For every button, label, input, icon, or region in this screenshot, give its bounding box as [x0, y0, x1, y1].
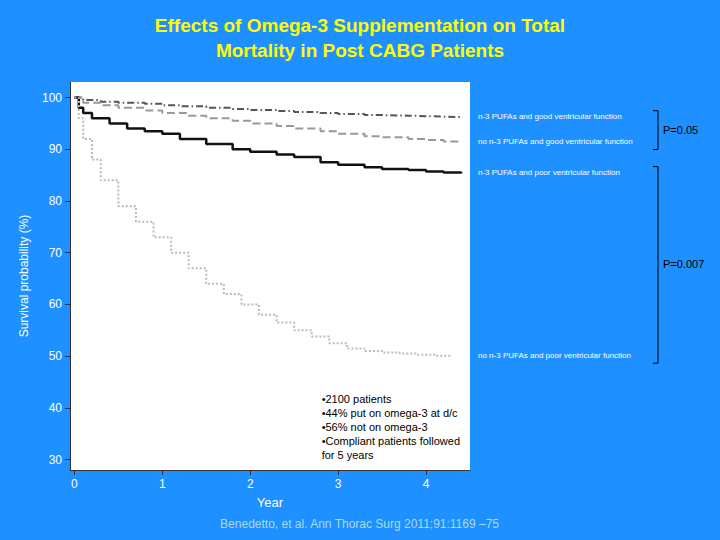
- svg-text:Benedetto, et al. Ann Thorac S: Benedetto, et al. Ann Thorac Surg 2011;9…: [220, 517, 499, 531]
- svg-text:•Compliant patients followed: •Compliant patients followed: [322, 435, 460, 447]
- svg-text:P=0.05: P=0.05: [663, 124, 698, 136]
- svg-text:40: 40: [49, 401, 63, 415]
- svg-text:no n-3 PUFAs and good ventricu: no n-3 PUFAs and good ventricular functi…: [478, 137, 633, 146]
- svg-text:n-3 PUFAs and good ventricular: n-3 PUFAs and good ventricular function: [478, 112, 622, 121]
- svg-text:90: 90: [49, 142, 63, 156]
- svg-text:4: 4: [423, 477, 430, 491]
- svg-text:Effects of Omega-3 Supplementa: Effects of Omega-3 Supplementation on To…: [155, 15, 565, 36]
- svg-text:P=0.007: P=0.007: [663, 258, 704, 270]
- svg-text:60: 60: [49, 297, 63, 311]
- svg-text:Year: Year: [257, 495, 284, 510]
- svg-text:2: 2: [247, 477, 254, 491]
- svg-text:for 5 years: for 5 years: [322, 449, 374, 461]
- svg-text:no n-3 PUFAs and poor ventricu: no n-3 PUFAs and poor ventricular functi…: [478, 351, 631, 360]
- svg-text:•2100 patients: •2100 patients: [322, 393, 392, 405]
- svg-text:•56% not on omega-3: •56% not on omega-3: [322, 421, 428, 433]
- svg-text:3: 3: [335, 477, 342, 491]
- svg-text:Survival probability (%): Survival probability (%): [17, 215, 31, 338]
- svg-text:50: 50: [49, 349, 63, 363]
- svg-text:80: 80: [49, 194, 63, 208]
- svg-text:70: 70: [49, 246, 63, 260]
- svg-text:n-3 PUFAs and poor ventricular: n-3 PUFAs and poor ventricular function: [478, 168, 620, 177]
- svg-text:30: 30: [49, 453, 63, 467]
- svg-text:Mortality in Post CABG Patient: Mortality in Post CABG Patients: [216, 40, 504, 61]
- svg-text:100: 100: [42, 91, 62, 105]
- svg-text:0: 0: [71, 477, 78, 491]
- svg-text:1: 1: [159, 477, 166, 491]
- svg-text:•44% put on omega-3 at d/c: •44% put on omega-3 at d/c: [322, 407, 458, 419]
